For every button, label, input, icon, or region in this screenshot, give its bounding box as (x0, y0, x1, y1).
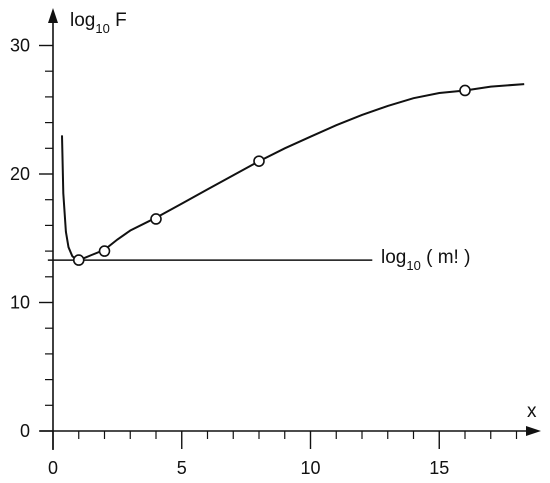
data-point (150, 213, 162, 225)
y-tick-label: 10 (10, 293, 30, 313)
x-axis-label: x (527, 401, 537, 422)
minor-ticks (45, 70, 518, 439)
reference-line-label: log10 ( m! ) (381, 247, 470, 273)
x-tick-label: 10 (300, 458, 320, 478)
x-tick-label: 0 (48, 458, 58, 478)
data-point (98, 245, 111, 257)
data-curve (61, 83, 525, 262)
major-ticks (39, 44, 440, 449)
y-tick-label: 20 (10, 164, 30, 184)
data-point (72, 254, 85, 266)
y-axis-label: log10 F (70, 10, 127, 36)
y-axis-label-suffix: F (110, 10, 127, 31)
x-axis-arrow (526, 426, 541, 436)
reference-label-suffix: ( m! ) (421, 247, 471, 268)
reference-label-sub: 10 (406, 258, 420, 273)
data-point (253, 155, 265, 167)
data-points (72, 84, 471, 266)
data-point (459, 84, 471, 97)
y-axis-arrow (48, 8, 58, 23)
y-tick-label: 30 (10, 36, 30, 56)
x-tick-label: 5 (177, 458, 187, 478)
y-axis-label-sub: 10 (95, 21, 109, 36)
y-tick-label: 0 (20, 421, 30, 441)
reference-label-main: log (381, 247, 406, 268)
y-axis-label-main: log (70, 10, 95, 31)
tick-labels: 0 5 10 15 0 10 20 30 (10, 36, 449, 479)
x-tick-label: 15 (429, 458, 449, 478)
